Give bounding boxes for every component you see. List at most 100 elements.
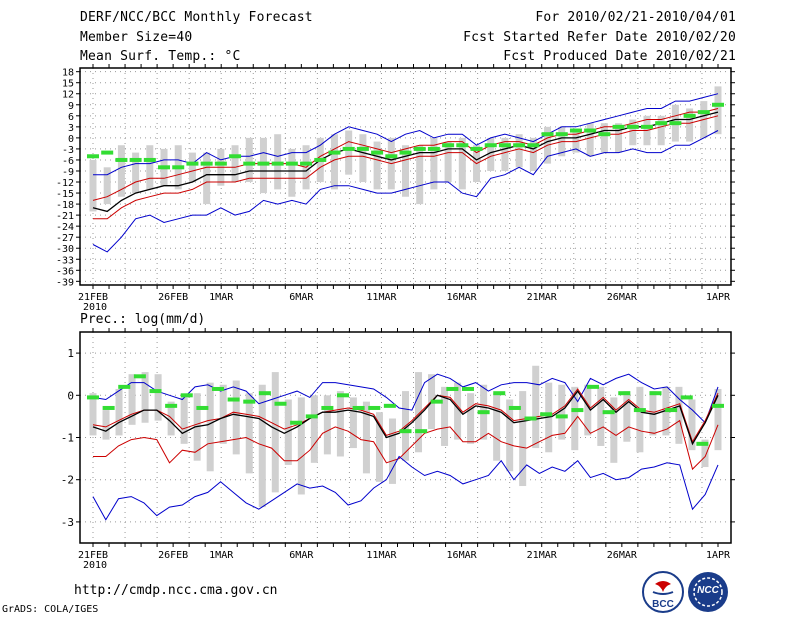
- observation-mark: [477, 410, 490, 415]
- observation-mark: [212, 386, 224, 391]
- observation-mark: [555, 414, 568, 419]
- spread-box: [629, 119, 637, 146]
- spread-box: [362, 401, 370, 474]
- observation-mark: [258, 391, 271, 396]
- observation-mark: [462, 386, 474, 391]
- forecast-produced-date: Fcst Produced Date 2010/02/21: [503, 49, 736, 64]
- chart-panel-2: 1 0 -1 -2 -3 21FEB 26FEB 1MAR 6MAR 11MAR 16MAR 21MA…: [61, 312, 735, 571]
- observation-mark: [680, 395, 693, 400]
- spread-box: [203, 152, 211, 205]
- spread-box: [284, 399, 292, 465]
- spread-box: [258, 384, 266, 508]
- spread-box: [219, 384, 227, 444]
- observation-mark: [342, 146, 355, 151]
- spread-box: [89, 159, 97, 212]
- observation-mark: [314, 157, 327, 162]
- spread-box: [103, 167, 111, 205]
- variable-label: Mean Surf. Temp.: °C: [80, 49, 241, 64]
- y-tick-label: -21: [56, 211, 74, 222]
- observation-mark: [328, 150, 341, 155]
- observation-mark: [274, 401, 287, 406]
- spread-box: [487, 137, 495, 171]
- y-tick-label: -27: [56, 233, 74, 244]
- observation-mark: [555, 132, 568, 137]
- observation-mark: [158, 165, 171, 170]
- observation-mark: [655, 121, 668, 126]
- y-tick-label: 3: [68, 123, 74, 134]
- spread-box: [615, 123, 623, 153]
- observation-mark: [508, 405, 521, 410]
- spread-box: [532, 365, 540, 449]
- spread-box: [345, 130, 353, 175]
- observation-mark: [612, 124, 625, 129]
- spread-box: [288, 148, 296, 197]
- chart-panel-1: 1815129630-3-6-9-12-15-18-21-24-27-30-33…: [56, 64, 735, 313]
- spread-box: [701, 439, 709, 468]
- x-tick-label: 1APR: [706, 550, 731, 561]
- spread-box: [675, 386, 683, 444]
- spread-box: [336, 391, 344, 457]
- y-tick-label: 1: [67, 347, 74, 360]
- spread-box: [415, 372, 423, 453]
- observation-mark: [101, 150, 114, 155]
- observation-mark: [337, 393, 349, 398]
- series-line-min: [92, 455, 719, 521]
- spread-box: [714, 86, 722, 135]
- series-line-lower: [93, 415, 719, 471]
- observation-mark: [300, 161, 313, 166]
- y-tick-label: -36: [56, 266, 74, 277]
- y-tick-label: -30: [56, 244, 74, 255]
- observation-mark: [186, 161, 199, 166]
- ncc-logo: NCC: [686, 570, 730, 614]
- spread-box: [610, 397, 618, 463]
- series-line-max: [92, 373, 719, 424]
- x-tick-label: 21MAR: [527, 550, 558, 561]
- observation-mark: [569, 128, 582, 133]
- observation-mark: [498, 143, 511, 148]
- observation-mark: [399, 429, 412, 434]
- observation-mark: [385, 154, 398, 159]
- observation-mark: [524, 416, 537, 421]
- spread-box: [375, 412, 383, 482]
- spread-box: [467, 393, 475, 444]
- observation-mark: [200, 161, 213, 166]
- spread-box: [600, 123, 608, 153]
- observation-mark: [602, 410, 615, 415]
- y-tick-label: -3: [62, 145, 74, 156]
- observation-mark: [133, 374, 146, 379]
- observation-mark: [571, 408, 584, 413]
- observation-mark: [584, 128, 597, 133]
- series-line-lower: [93, 115, 719, 220]
- observation-mark: [102, 405, 115, 410]
- observation-mark: [541, 132, 554, 137]
- observation-mark: [227, 397, 240, 402]
- spread-box: [636, 386, 644, 453]
- spread-box: [388, 418, 396, 484]
- spread-box: [141, 372, 149, 423]
- y-tick-label: -33: [56, 255, 74, 266]
- series-line-mean: [92, 389, 719, 446]
- spread-box: [154, 374, 162, 421]
- x-tick-label: 6MAR: [289, 550, 314, 561]
- spread-box: [519, 391, 527, 487]
- observation-mark: [149, 389, 162, 394]
- spread-box: [558, 384, 566, 440]
- spread-box: [571, 386, 579, 451]
- spread-box: [245, 137, 253, 183]
- observation-mark: [640, 124, 653, 129]
- x-tick-label: 11MAR: [366, 292, 397, 303]
- spread-box: [402, 145, 409, 197]
- observation-mark: [712, 102, 724, 107]
- observation-mark: [430, 399, 443, 404]
- observation-mark: [118, 384, 131, 389]
- series-line-upper: [92, 388, 719, 443]
- spread-box: [102, 410, 110, 440]
- spread-box: [231, 145, 239, 183]
- x-tick-label: 26FEB: [158, 292, 188, 303]
- y-tick-label: -24: [56, 222, 74, 233]
- source-url[interactable]: http://cmdp.ncc.cma.gov.cn: [74, 583, 278, 598]
- spread-box: [310, 395, 318, 463]
- spread-box: [297, 397, 305, 495]
- x-tick-label: 21MAR: [527, 292, 558, 303]
